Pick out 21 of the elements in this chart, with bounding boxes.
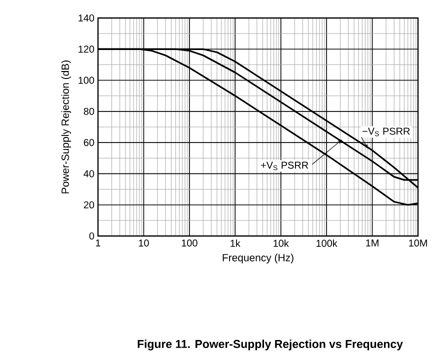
x-tick-label: 10k (274, 240, 289, 247)
y-tick-label: 20 (84, 201, 94, 208)
y-tick-label: 60 (84, 139, 94, 146)
y-tick-label: 140 (78, 14, 94, 22)
y-axis-title: Power-Supply Rejection (dB) (61, 60, 72, 194)
x-tick-label: 100 (182, 240, 198, 247)
x-tick-label: 1M (366, 240, 378, 246)
x-axis-title: Frequency (Hz) (222, 254, 294, 264)
y-tick-label: 120 (78, 46, 94, 53)
x-tick-label: 10M (409, 240, 427, 247)
text: Figure 11. Power-Supply Rejection vs Frequency (138, 340, 403, 350)
x-tick-label: 100k (316, 240, 338, 247)
series-label: −V$_{S}$ PSRR (362, 128, 410, 136)
y-tick-label: 40 (84, 170, 94, 178)
y-tick-label: 80 (84, 108, 94, 115)
x-tick-label: 1k (230, 240, 240, 247)
y-tick-label: 100 (78, 76, 94, 84)
x-tick-label: 10 (138, 240, 149, 247)
y-tick-label: 0 (89, 232, 94, 240)
x-tick-label: 1 (96, 240, 100, 246)
annotation: +V$_{S}$ PSRR (261, 162, 308, 170)
